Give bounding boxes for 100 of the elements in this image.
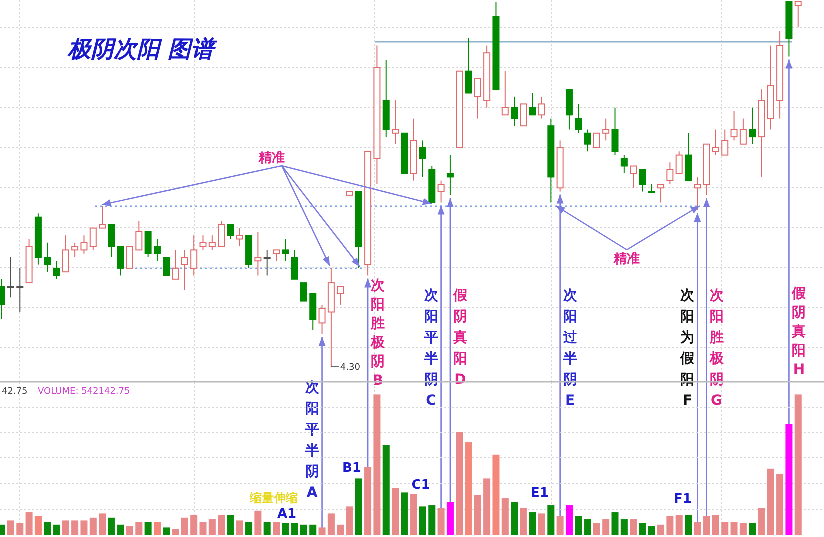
candlestick — [300, 282, 308, 302]
bar — [694, 522, 702, 536]
candlestick — [254, 231, 262, 276]
bar — [16, 524, 24, 536]
candlestick — [200, 235, 207, 251]
bar — [355, 478, 362, 536]
bar — [310, 524, 317, 536]
bar — [44, 522, 52, 536]
candlestick — [136, 220, 143, 251]
candlestick — [712, 129, 720, 156]
bar — [227, 515, 234, 536]
bar — [374, 394, 381, 536]
candlestick — [639, 169, 646, 192]
bar — [126, 526, 134, 536]
candlestick — [666, 162, 674, 185]
candlestick — [227, 224, 234, 240]
bar — [246, 522, 253, 536]
bar — [364, 468, 372, 536]
candlestick — [273, 250, 280, 262]
bar — [593, 524, 600, 536]
bar — [749, 524, 756, 536]
candlestick — [446, 154, 454, 196]
annotation: 精准 — [258, 150, 285, 166]
candlestick — [163, 257, 170, 276]
bar — [382, 445, 390, 536]
candlestick — [318, 304, 326, 335]
annotation: 缩量伸缩 — [249, 491, 298, 505]
candlestick — [282, 238, 290, 262]
bar — [428, 505, 436, 536]
bar — [794, 394, 802, 536]
bar — [446, 502, 454, 536]
bar — [722, 522, 729, 536]
candlestick — [474, 78, 482, 120]
bar — [108, 518, 116, 536]
candlestick — [520, 104, 528, 127]
bar — [730, 522, 738, 536]
candlestick — [72, 242, 79, 258]
bar — [712, 515, 720, 536]
bar — [584, 519, 592, 536]
annotation: B1 — [342, 461, 362, 476]
candlestick — [584, 129, 592, 152]
bar — [658, 524, 665, 536]
candlestick — [529, 92, 536, 116]
bar — [172, 529, 180, 536]
bar — [90, 518, 97, 536]
bar — [117, 524, 124, 536]
bar — [612, 512, 619, 536]
bar — [419, 506, 426, 536]
bar — [502, 498, 509, 536]
bar — [300, 524, 308, 536]
bar — [34, 516, 42, 536]
bar — [7, 520, 14, 536]
annotation: A1 — [277, 507, 297, 522]
candlestick — [694, 176, 702, 211]
bar — [740, 524, 747, 536]
candlestick — [575, 104, 582, 134]
bar — [208, 519, 216, 536]
bar — [144, 522, 152, 536]
candlestick — [44, 242, 52, 273]
candlestick — [154, 238, 161, 262]
candlestick — [438, 180, 445, 204]
bar — [685, 515, 692, 536]
bar — [776, 474, 784, 536]
annotation: C1 — [412, 478, 430, 493]
bar — [26, 512, 33, 536]
candlestick — [80, 235, 88, 254]
candlestick — [612, 107, 619, 156]
candlestick — [740, 118, 747, 145]
candlestick — [620, 154, 628, 174]
annotation: F1 — [674, 492, 692, 507]
bar — [648, 526, 656, 536]
candlestick — [236, 228, 244, 248]
candlestick — [181, 250, 188, 291]
bar — [218, 515, 226, 536]
bar — [758, 508, 766, 536]
candlestick — [7, 257, 14, 298]
candlestick — [62, 235, 70, 273]
candlestick — [602, 118, 610, 142]
bar — [328, 514, 335, 536]
bar — [264, 522, 271, 536]
candlestick — [630, 166, 638, 189]
bar — [53, 524, 60, 536]
bar — [392, 488, 400, 536]
bar — [181, 518, 188, 536]
bar — [254, 510, 262, 536]
candlestick — [722, 129, 729, 156]
bar — [620, 519, 628, 536]
bar — [566, 505, 573, 536]
candlestick — [126, 246, 134, 269]
bar — [438, 508, 445, 536]
annotation: 假阴真阳H — [791, 286, 808, 378]
bar — [337, 524, 344, 536]
candlestick — [337, 286, 344, 306]
candlestick — [511, 96, 518, 127]
candlestick — [99, 206, 106, 229]
bar — [99, 514, 106, 536]
bar — [703, 516, 710, 536]
bar — [273, 522, 280, 536]
candlestick — [90, 228, 97, 251]
candlestick — [218, 220, 226, 248]
